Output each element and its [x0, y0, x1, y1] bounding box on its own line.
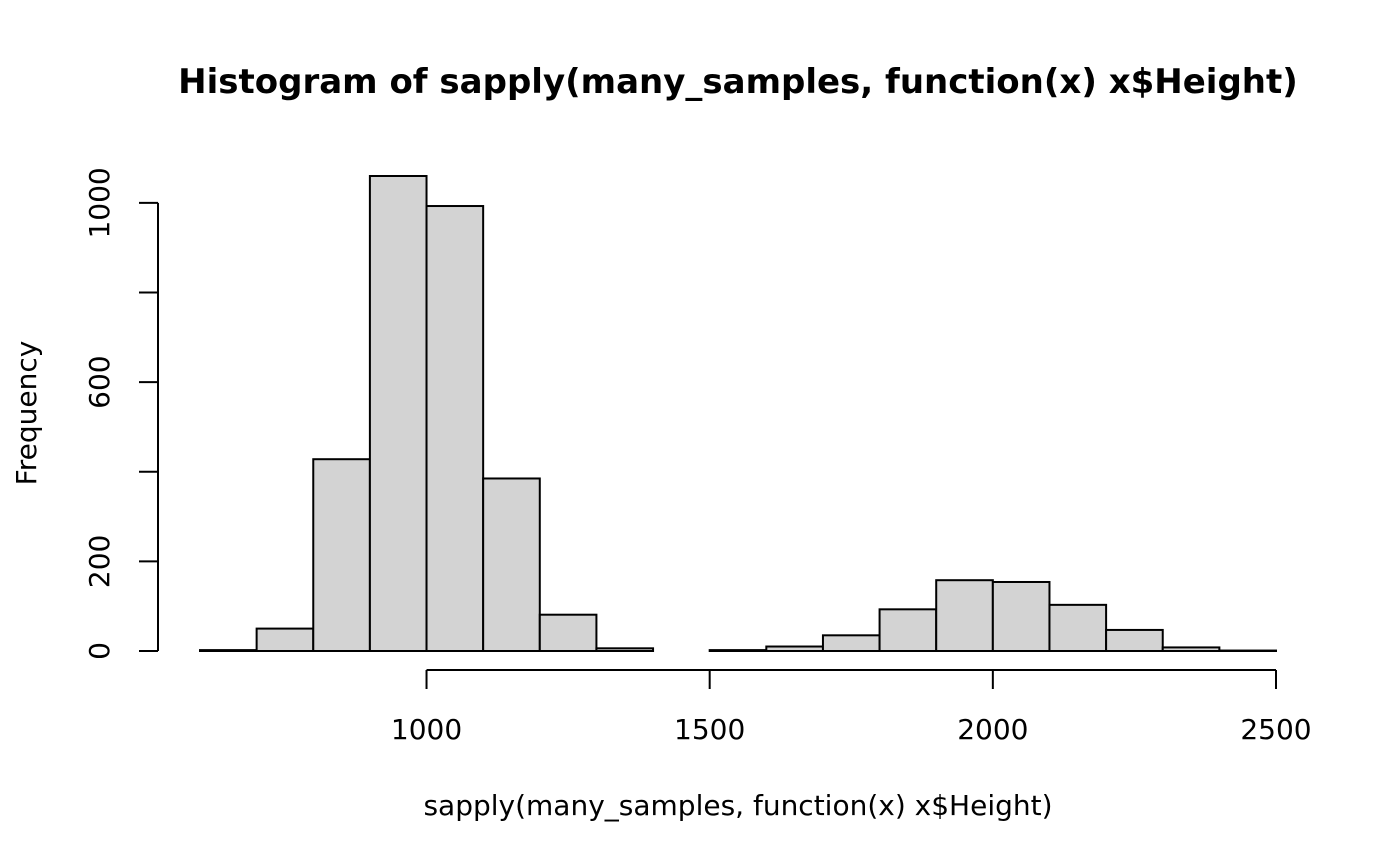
x-tick-label: 2500 — [1240, 713, 1311, 746]
y-tick-label: 200 — [83, 535, 116, 588]
y-tick-label: 600 — [83, 355, 116, 408]
x-axis-ticks: 1000 1500 2000 2500 — [391, 670, 1312, 746]
histogram-bar — [878, 608, 938, 653]
histogram-bar — [482, 477, 541, 652]
y-tick-label: 0 — [83, 642, 116, 660]
bars-group — [199, 175, 1277, 653]
histogram-bar — [821, 634, 881, 653]
y-axis-label: Frequency — [10, 341, 43, 486]
histogram-bar — [991, 580, 1051, 652]
histogram-bar — [199, 649, 258, 652]
histogram-bar — [1048, 603, 1108, 653]
histogram-bar — [765, 645, 824, 652]
x-axis-label: sapply(many_samples, function(x) x$Heigh… — [423, 789, 1052, 822]
y-axis-ticks: 0 200 600 1000 — [83, 167, 158, 660]
histogram-bar — [1105, 628, 1164, 652]
histogram-bar — [425, 205, 485, 652]
histogram-bar — [935, 579, 994, 653]
x-tick-label: 2000 — [957, 713, 1028, 746]
histogram-bar — [595, 647, 655, 653]
histogram-bar — [368, 175, 428, 652]
histogram-bar — [255, 627, 315, 653]
histogram-bar — [538, 613, 598, 652]
histogram-bar — [312, 458, 371, 652]
chart-title: Histogram of sapply(many_samples, functi… — [178, 62, 1298, 102]
y-tick-label: 1000 — [83, 167, 116, 238]
x-tick-label: 1000 — [391, 713, 462, 746]
x-tick-label: 1500 — [674, 713, 745, 746]
histogram-bar — [708, 649, 768, 652]
histogram-bar — [1161, 646, 1221, 653]
